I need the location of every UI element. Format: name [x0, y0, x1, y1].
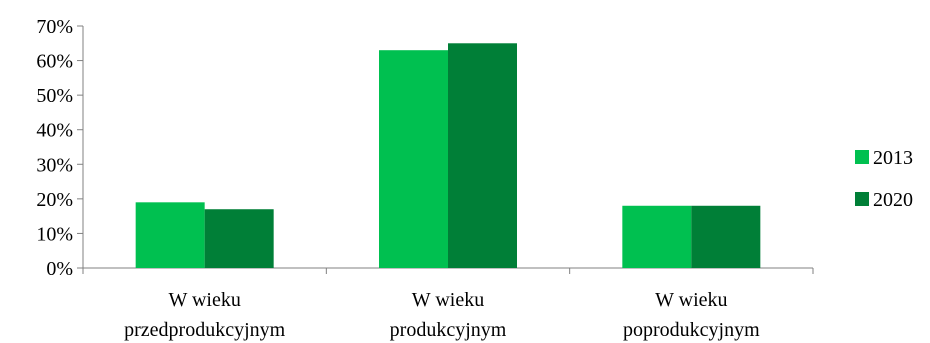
bar-2013: [135, 202, 205, 268]
legend-label: 2013: [873, 147, 913, 169]
legend-swatch-2020: [855, 192, 869, 206]
bar-2020: [204, 209, 274, 268]
category-label: poprodukcyjnym: [623, 319, 760, 341]
bar-2020: [448, 43, 517, 269]
y-tick-label: 40%: [36, 120, 73, 142]
y-tick-label: 20%: [36, 189, 73, 211]
bar-2020: [691, 205, 761, 268]
bar-2013: [379, 50, 448, 269]
y-tick-label: 70%: [36, 16, 73, 38]
bars: [135, 43, 761, 269]
y-tick-label: 30%: [36, 154, 73, 176]
legend: 2013 2020: [855, 147, 913, 211]
x-axis: [82, 267, 814, 274]
category-label: produkcyjnym: [390, 319, 507, 341]
y-tick-label: 10%: [36, 223, 73, 245]
legend-label: 2020: [873, 189, 913, 211]
category-label: W wieku: [412, 289, 484, 311]
y-tick-label: 60%: [36, 51, 73, 73]
category-label: przedprodukcyjnym: [124, 319, 286, 341]
category-label: W wieku: [168, 289, 240, 311]
category-label: W wieku: [655, 289, 727, 311]
bar-2013: [622, 205, 692, 268]
legend-swatch-2013: [855, 150, 869, 164]
category-labels: W wieku przedprodukcyjnym W wieku produkcyj…: [124, 289, 760, 341]
y-tick-label: 50%: [36, 85, 73, 107]
y-tick-label: 0%: [46, 258, 73, 280]
y-axis: 0% 10% 20% 30% 40% 50% 60% 70%: [36, 16, 84, 280]
